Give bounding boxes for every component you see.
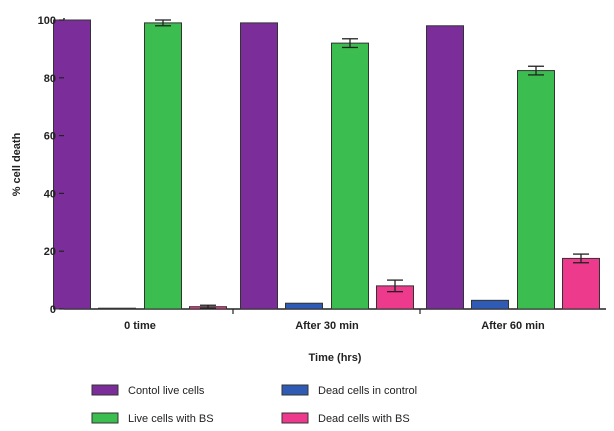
legend-swatch	[91, 384, 119, 396]
bar-contol-live-cells-1	[240, 22, 278, 310]
error-bar	[387, 279, 403, 293]
y-tick-label: 100	[38, 15, 56, 27]
error-bar	[528, 65, 544, 76]
legend-label: Contol live cells	[128, 385, 205, 397]
bar-dead-cells-with-bs-2	[562, 257, 600, 310]
ticks: 0 20 40 60 80 100 0 time After 30 min After 60 m…	[38, 15, 545, 332]
legend-label: Dead cells in control	[318, 385, 417, 397]
error-bar	[573, 253, 589, 264]
bar-contol-live-cells-0	[53, 19, 91, 310]
legend-item: Dead cells with BS	[281, 412, 410, 425]
y-tick-label: 40	[44, 188, 56, 200]
bar-live-cells-with-bs-1	[331, 42, 369, 310]
y-axis-title: % cell death	[11, 132, 23, 196]
error-bars	[155, 19, 589, 309]
legend-item: Live cells with BS	[91, 412, 214, 425]
y-tick-label: 80	[44, 73, 56, 85]
bar-dead-cells-in-control-2	[471, 299, 509, 310]
bar-live-cells-with-bs-0	[144, 22, 182, 310]
error-bar	[200, 304, 216, 309]
bar-dead-cells-in-control-0	[98, 307, 136, 310]
error-bar	[155, 19, 171, 27]
legend-swatch	[281, 384, 309, 396]
x-tick-label: After 60 min	[481, 320, 545, 332]
legend-item: Dead cells in control	[281, 384, 417, 397]
legend: Contol live cells Dead cells in control Li…	[91, 384, 417, 425]
bar-dead-cells-in-control-1	[285, 302, 323, 310]
x-tick-label: 0 time	[124, 320, 156, 332]
legend-swatch	[281, 412, 309, 424]
y-tick-label: 60	[44, 131, 56, 143]
legend-item: Contol live cells	[91, 384, 205, 397]
y-tick-label: 0	[50, 304, 56, 316]
legend-label: Dead cells with BS	[318, 413, 410, 425]
bars	[53, 19, 600, 310]
y-tick-label: 20	[44, 246, 56, 258]
legend-swatch	[91, 412, 119, 424]
x-axis-title: Time (hrs)	[309, 352, 362, 364]
bar-contol-live-cells-2	[426, 25, 464, 310]
bar-live-cells-with-bs-2	[517, 70, 555, 310]
legend-label: Live cells with BS	[128, 413, 214, 425]
x-tick-label: After 30 min	[295, 320, 359, 332]
error-bar	[342, 38, 358, 49]
